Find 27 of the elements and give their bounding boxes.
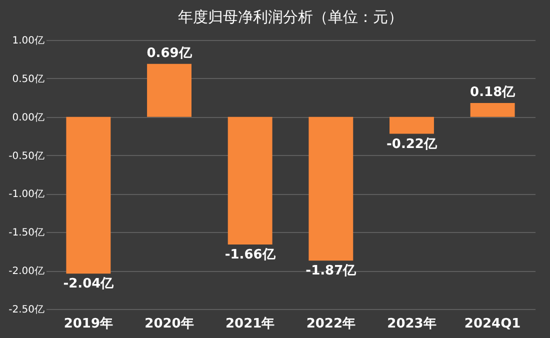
x-tick-label: 2022年	[306, 316, 356, 332]
x-tick-label: 2021年	[225, 316, 275, 332]
data-label: -0.22亿	[386, 136, 438, 152]
chart-title: 年度归母净利润分析（单位：元）	[178, 8, 403, 26]
data-label: 0.69亿	[146, 46, 193, 61]
y-tick-label: -2.00亿	[8, 266, 44, 278]
bar	[470, 103, 515, 117]
x-tick-label: 2019年	[64, 316, 114, 332]
bar	[147, 64, 192, 117]
bar	[308, 116, 354, 261]
data-label: -1.66亿	[224, 247, 276, 262]
x-tick-label: 2023年	[387, 316, 436, 332]
bar	[228, 116, 272, 244]
x-tick-label: 2020年	[144, 316, 194, 332]
data-label: -2.04亿	[63, 276, 115, 292]
x-tick-label: 2024Q1	[464, 316, 521, 332]
y-tick-label: -1.50亿	[8, 228, 44, 239]
data-label: 0.18亿	[470, 85, 516, 100]
y-tick-label: -2.50亿	[8, 304, 44, 316]
y-tick-label: 0.00亿	[12, 112, 44, 124]
bar	[390, 116, 434, 134]
y-tick-label: 1.00亿	[12, 36, 44, 46]
y-tick-label: 0.50亿	[12, 74, 44, 85]
y-tick-label: -0.50亿	[8, 150, 44, 162]
data-label: -1.87亿	[306, 264, 358, 279]
y-tick-label: -1.00亿	[8, 189, 44, 200]
bar	[66, 116, 111, 274]
